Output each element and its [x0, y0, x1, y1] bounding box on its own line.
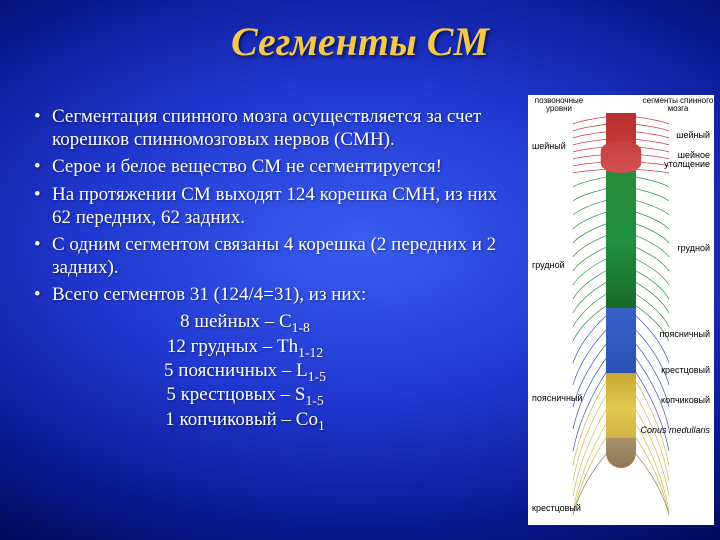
segment-label: шейный	[676, 130, 710, 140]
subline: 1 копчиковый – Co1	[30, 408, 460, 432]
sublist: 8 шейных – С1-8 12 грудных – Th1-12 5 по…	[30, 310, 510, 432]
diagram-header-left: позвоночные уровни	[528, 97, 590, 114]
segment-thoracic	[606, 171, 636, 311]
bullet-item: На протяжении СМ выходят 124 корешка СМН…	[30, 183, 510, 229]
bullet-item: Серое и белое вещество СМ не сегментируе…	[30, 155, 510, 178]
subline: 5 поясничных – L1-5	[30, 359, 460, 383]
spine-column	[606, 113, 636, 513]
bullet-item: Всего сегментов 31 (124/4=31), из них:	[30, 283, 510, 306]
spinal-cord-diagram: позвоночные уровни сегменты спинного моз…	[528, 95, 714, 525]
subline: 5 крестцовых – S1-5	[30, 383, 460, 407]
segment-lumbar	[606, 308, 636, 378]
bullet-list: Сегментация спинного мозга осуществляетс…	[30, 105, 510, 306]
bullet-item: С одним сегментом связаны 4 корешка (2 п…	[30, 233, 510, 279]
content-area: Сегментация спинного мозга осуществляетс…	[30, 105, 510, 432]
vertebral-label: шейный	[532, 141, 566, 151]
segment-label: грудной	[677, 243, 710, 253]
subline: 8 шейных – С1-8	[30, 310, 460, 334]
segment-label: шейное утолщение	[655, 151, 710, 169]
slide: Сегменты СМ Сегментация спинного мозга о…	[0, 0, 720, 540]
cervical-enlargement	[601, 141, 642, 173]
subline: 12 грудных – Th1-12	[30, 335, 460, 359]
segment-sacral	[606, 373, 636, 443]
slide-title: Сегменты СМ	[0, 0, 720, 65]
segment-label: копчиковый	[661, 395, 710, 405]
vertebral-label: крестцовый	[532, 503, 581, 513]
segment-coccygeal	[606, 438, 636, 468]
segment-label: поясничный	[660, 329, 710, 339]
segment-label: Conus medullaris	[640, 425, 710, 435]
vertebral-label: поясничный	[532, 393, 582, 403]
segment-label: крестцовый	[661, 365, 710, 375]
diagram-header-right: сегменты спинного мозга	[642, 97, 714, 114]
bullet-item: Сегментация спинного мозга осуществляетс…	[30, 105, 510, 151]
vertebral-label: грудной	[532, 260, 565, 270]
